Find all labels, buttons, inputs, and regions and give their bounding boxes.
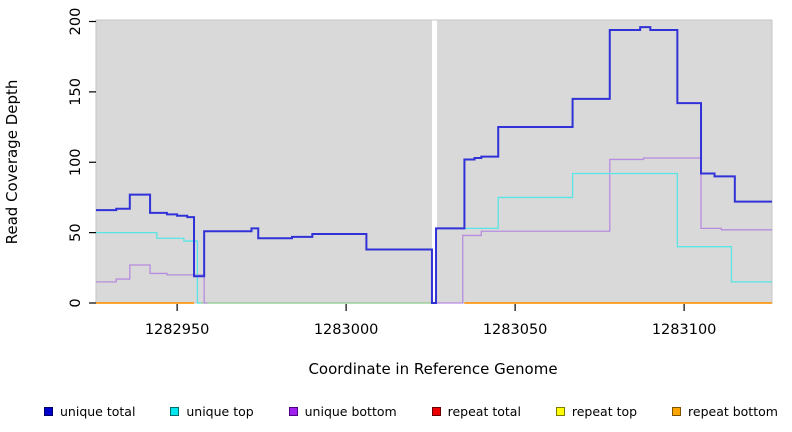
x-tick-label: 1283100 xyxy=(652,322,717,338)
series-line-unique-bottom xyxy=(437,157,772,304)
series-line-unique-top xyxy=(96,231,201,304)
legend-label: unique bottom xyxy=(304,403,397,419)
y-tick-label: 100 xyxy=(68,148,84,176)
y-tick-label: 50 xyxy=(68,223,84,241)
legend-item-unique-total: unique total xyxy=(44,404,135,419)
series-line-unique-total xyxy=(96,26,772,304)
legend-swatch-unique-bottom xyxy=(288,406,298,416)
coverage-gap-band xyxy=(431,20,438,303)
chart-legend: unique total unique top unique bottom repea… xyxy=(44,399,778,423)
legend-swatch-repeat-top xyxy=(555,406,565,416)
legend-label: unique top xyxy=(186,403,254,419)
legend-label: repeat top xyxy=(571,403,638,419)
legend-item-repeat-top: repeat top xyxy=(555,403,638,419)
legend-swatch-repeat-total xyxy=(431,406,441,416)
x-axis-title: Coordinate in Reference Genome xyxy=(308,360,557,378)
legend-item-repeat-bottom: repeat bottom xyxy=(672,404,778,419)
legend-label: repeat bottom xyxy=(688,403,778,419)
y-tick-label: 150 xyxy=(68,78,84,106)
legend-swatch-unique-top xyxy=(170,406,180,416)
legend-item-unique-top: unique top xyxy=(170,403,254,419)
x-tick-label: 1282950 xyxy=(145,322,210,338)
x-tick-label: 1283050 xyxy=(483,322,548,338)
legend-swatch-unique-total xyxy=(44,406,53,416)
x-tick-label: 1283000 xyxy=(314,322,379,338)
legend-label: unique total xyxy=(60,403,136,419)
series-line-unique-bottom xyxy=(96,264,208,304)
legend-swatch-repeat-bottom xyxy=(672,406,682,416)
y-tick-label: 200 xyxy=(68,8,84,36)
series-line-unique-top xyxy=(436,172,772,283)
y-axis-title: Read Coverage Depth xyxy=(3,80,21,245)
legend-label: repeat total xyxy=(447,403,521,419)
coverage-chart: 1282950 1283000 1283050 1283100 0 50 100 150 200… xyxy=(3,8,773,378)
legend-item-unique-bottom: unique bottom xyxy=(288,403,397,419)
y-tick-label: 0 xyxy=(68,298,84,307)
legend-item-repeat-total: repeat total xyxy=(431,403,521,419)
